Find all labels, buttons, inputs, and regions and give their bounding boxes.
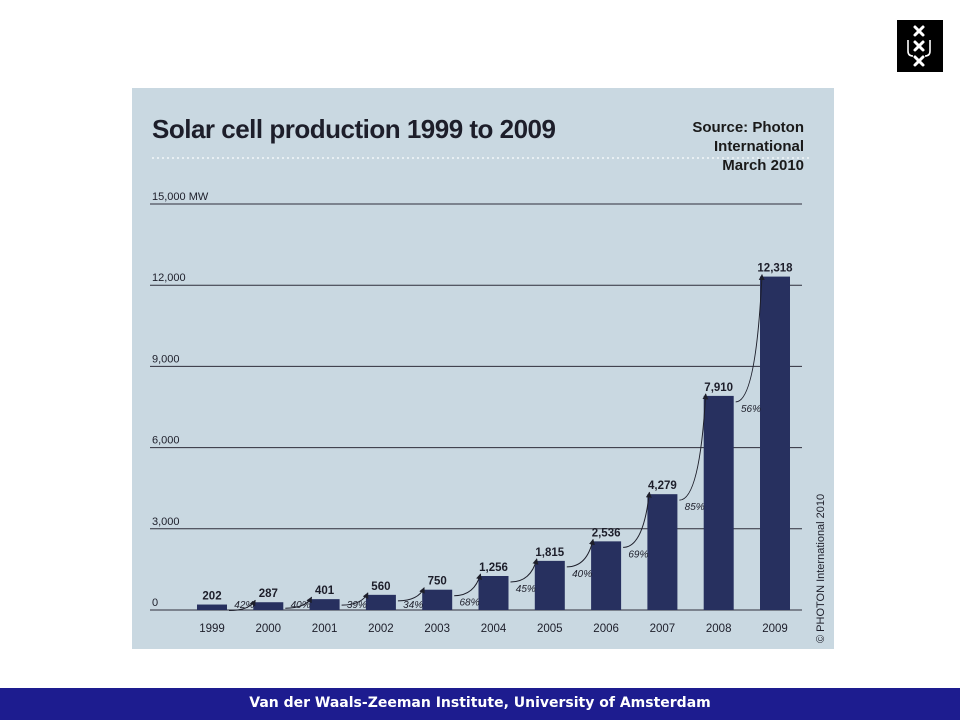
x-tick-label: 2006 bbox=[593, 623, 619, 635]
x-tick-label: 2004 bbox=[481, 623, 507, 635]
bar bbox=[534, 560, 565, 610]
chart-image: 0 3,000 6,000 9,000 12,000 15,000 MW 202 1999 28… bbox=[132, 88, 834, 649]
uva-logo bbox=[897, 20, 943, 72]
growth-label: 85% bbox=[685, 502, 705, 513]
bar bbox=[478, 576, 509, 610]
bar bbox=[703, 395, 734, 610]
growth-arrow bbox=[285, 596, 313, 609]
y-tick-label: 3,000 bbox=[152, 516, 180, 528]
x-tick-label: 2005 bbox=[537, 623, 563, 635]
data-label: 1,815 bbox=[535, 547, 564, 559]
bar bbox=[422, 589, 453, 610]
growth-label: 56% bbox=[741, 404, 761, 415]
growth-arrow bbox=[679, 393, 709, 501]
chart-svg: 0 3,000 6,000 9,000 12,000 15,000 MW 202 1999 28… bbox=[150, 157, 827, 643]
growth-label: 69% bbox=[628, 549, 648, 560]
copyright-label: © PHOTON International 2010 bbox=[815, 494, 827, 643]
y-tick-label: 15,000 MW bbox=[152, 191, 209, 203]
data-label: 560 bbox=[371, 581, 390, 593]
bar bbox=[253, 602, 284, 610]
chart-title: Solar cell production 1999 to 2009 bbox=[152, 114, 556, 144]
data-label: 12,318 bbox=[757, 263, 793, 275]
data-label: 1,256 bbox=[479, 562, 508, 574]
x-tick-label: 2009 bbox=[762, 623, 788, 635]
source-line: March 2010 bbox=[722, 157, 804, 174]
bar bbox=[591, 541, 622, 610]
y-tick-label: 9,000 bbox=[152, 353, 180, 365]
data-label: 202 bbox=[202, 591, 221, 603]
x-tick-label: 2000 bbox=[256, 623, 282, 635]
growth-label: 40% bbox=[572, 569, 592, 580]
source-note: Source: Photon International March 2010 bbox=[624, 118, 804, 175]
growth-label: 34% bbox=[403, 600, 423, 611]
bar bbox=[760, 276, 790, 610]
growth-arrow bbox=[341, 592, 369, 606]
growth-label: 40% bbox=[291, 600, 311, 611]
x-tick-label: 2008 bbox=[706, 623, 732, 635]
footer-text: Van der Waals-Zeeman Institute, Universi… bbox=[249, 695, 711, 711]
x-tick-label: 2007 bbox=[650, 623, 676, 635]
growth-label: 45% bbox=[516, 584, 536, 595]
bar bbox=[647, 494, 678, 610]
growth-label: 39% bbox=[347, 600, 367, 611]
bar bbox=[197, 604, 227, 610]
y-tick-label: 6,000 bbox=[152, 435, 180, 447]
growth-arrow bbox=[397, 587, 425, 602]
growth-arrow bbox=[735, 273, 765, 403]
x-tick-label: 2001 bbox=[312, 623, 338, 635]
x-tick-label: 2002 bbox=[368, 623, 394, 635]
growth-arrow bbox=[228, 599, 256, 612]
footer-bar: Van der Waals-Zeeman Institute, Universi… bbox=[0, 688, 960, 720]
data-label: 750 bbox=[428, 576, 447, 588]
growth-label: 68% bbox=[459, 598, 479, 609]
source-line: International bbox=[713, 138, 804, 155]
data-label: 287 bbox=[259, 588, 278, 600]
growth-arrow bbox=[623, 491, 652, 548]
growth-arrow bbox=[510, 558, 539, 583]
growth-label: 42% bbox=[234, 600, 254, 611]
source-line: Source: Photon bbox=[692, 119, 804, 136]
y-tick-label: 0 bbox=[152, 597, 158, 609]
y-tick-label: 12,000 bbox=[152, 272, 186, 284]
growth-arrow bbox=[566, 538, 595, 568]
data-label: 7,910 bbox=[704, 382, 733, 394]
x-tick-label: 1999 bbox=[199, 623, 225, 635]
bar bbox=[365, 594, 396, 610]
data-label: 401 bbox=[315, 585, 335, 597]
growth-arrow bbox=[454, 573, 482, 597]
data-label: 4,279 bbox=[648, 480, 677, 492]
x-tick-label: 2003 bbox=[424, 623, 450, 635]
bar bbox=[309, 599, 340, 610]
data-label: 2,536 bbox=[592, 527, 621, 539]
